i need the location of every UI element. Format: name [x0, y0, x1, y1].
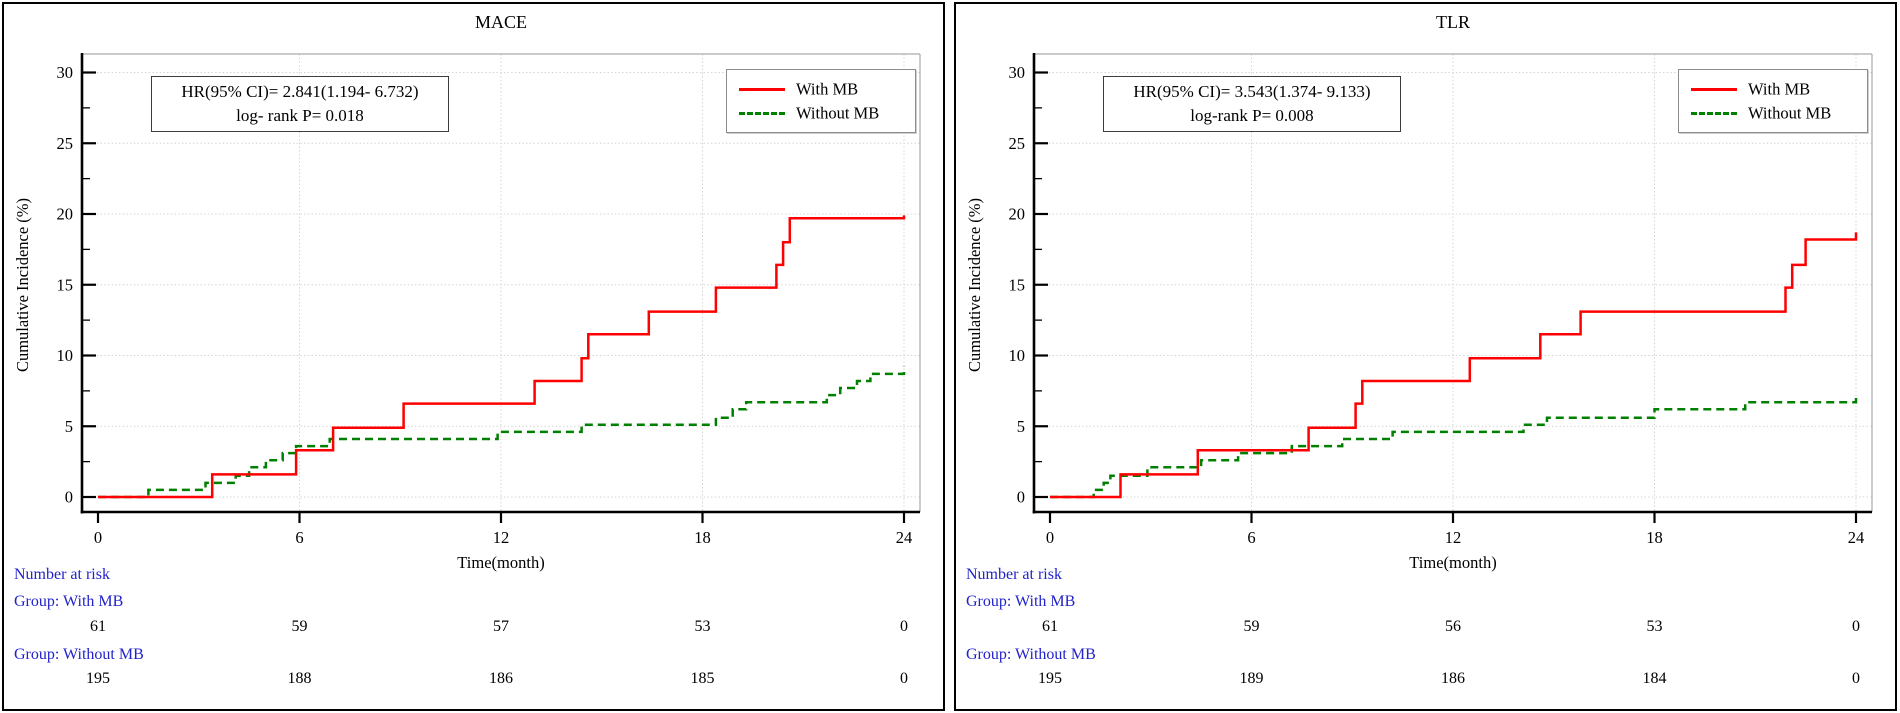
- y-tick-label: 5: [65, 417, 73, 436]
- without-mb-curve: [98, 366, 906, 499]
- y-tick-label: 15: [57, 275, 74, 294]
- risk-counts-with-mb: 61 59 56 53 0: [956, 618, 1895, 638]
- number-at-risk-heading: Number at risk: [966, 566, 1062, 583]
- legend-item-without-mb: Without MB: [739, 101, 915, 125]
- risk-count: 184: [1642, 670, 1667, 687]
- x-axis-label: Time(month): [457, 553, 545, 572]
- with-mb-curve: [98, 215, 906, 499]
- hr-annotation-box: HR(95% CI)= 3.543(1.374- 9.133) log-rank…: [1103, 76, 1401, 132]
- x-tick-label: 24: [896, 528, 913, 547]
- with-mb-curve: [1050, 232, 1858, 499]
- risk-counts-with-mb: 61 59 57 53 0: [4, 618, 943, 638]
- x-tick-label: 6: [295, 528, 303, 547]
- x-tick-label: 6: [1247, 528, 1255, 547]
- y-tick-label: 25: [57, 134, 74, 153]
- risk-count: 53: [694, 618, 711, 635]
- y-axis-label: Cumulative Incidence (%): [13, 197, 32, 373]
- risk-group-label-with-mb: Group: With MB: [14, 593, 124, 610]
- with-mb-line-swatch: [1691, 87, 1737, 91]
- risk-count: 0: [1852, 670, 1860, 687]
- legend-label-without-mb: Without MB: [796, 103, 880, 123]
- risk-count: 0: [900, 618, 908, 635]
- legend-item-with-mb: With MB: [739, 77, 915, 101]
- x-tick-label: 12: [1445, 528, 1462, 547]
- legend-box: With MB Without MB: [726, 69, 916, 133]
- risk-count: 186: [489, 670, 513, 687]
- risk-count: 195: [1038, 670, 1062, 687]
- risk-count: 0: [1852, 618, 1860, 635]
- y-tick-label: 30: [57, 63, 74, 82]
- hr-ci-text: HR(95% CI)= 3.543(1.374- 9.133): [1133, 82, 1371, 101]
- x-tick-label: 0: [1046, 528, 1054, 547]
- without-mb-curve: [1050, 397, 1858, 499]
- legend-item-without-mb: Without MB: [1691, 101, 1867, 125]
- risk-group-label-with-mb: Group: With MB: [966, 593, 1076, 610]
- risk-count: 185: [690, 670, 715, 687]
- km-plot-mace: 0 5 10 15 20 25 30 0 6 12 18 24: [57, 53, 921, 547]
- legend-label-with-mb: With MB: [796, 79, 859, 99]
- risk-count: 186: [1441, 670, 1465, 687]
- y-tick-label: 20: [57, 205, 74, 224]
- hr-annotation-box: HR(95% CI)= 2.841(1.194- 6.732) log- ran…: [151, 76, 449, 132]
- km-plot-tlr: 0 5 10 15 20 25 30 0 6 12 18 24: [1009, 53, 1873, 547]
- risk-count: 59: [1243, 618, 1260, 635]
- y-tick-label: 20: [1009, 205, 1026, 224]
- risk-count: 0: [900, 670, 908, 687]
- number-at-risk-heading: Number at risk: [14, 566, 110, 583]
- without-mb-line-swatch: [1691, 111, 1737, 115]
- x-tick-label: 18: [694, 528, 711, 547]
- risk-count: 61: [90, 618, 106, 635]
- y-axis-label: Cumulative Incidence (%): [965, 197, 984, 373]
- y-tick-label: 0: [1017, 488, 1025, 507]
- risk-count: 56: [1445, 618, 1461, 635]
- risk-count: 59: [291, 618, 308, 635]
- risk-count: 61: [1042, 618, 1058, 635]
- logrank-p-text: log-rank P= 0.008: [1190, 106, 1314, 125]
- y-tick-label: 30: [1009, 63, 1026, 82]
- panel-mace: 0 5 10 15 20 25 30 0 6 12 18 24 MACE Cumulative Inc…: [2, 2, 945, 711]
- logrank-p-text: log- rank P= 0.018: [236, 106, 364, 125]
- risk-count: 188: [287, 670, 312, 687]
- without-mb-line-swatch: [739, 111, 785, 115]
- risk-count: 57: [493, 618, 509, 635]
- hr-ci-text: HR(95% CI)= 2.841(1.194- 6.732): [181, 82, 419, 101]
- risk-count: 53: [1646, 618, 1663, 635]
- x-axis-label: Time(month): [1409, 553, 1497, 572]
- legend-label-with-mb: With MB: [1748, 79, 1811, 99]
- chart-title: TLR: [1436, 12, 1470, 32]
- risk-counts-without-mb: 195 188 186 185 0: [4, 670, 943, 690]
- y-tick-label: 15: [1009, 275, 1026, 294]
- y-tick-label: 0: [65, 488, 73, 507]
- y-tick-label: 25: [1009, 134, 1026, 153]
- legend-label-without-mb: Without MB: [1748, 103, 1832, 123]
- chart-title: MACE: [474, 12, 527, 32]
- y-tick-label: 5: [1017, 417, 1025, 436]
- y-tick-label: 10: [1009, 346, 1026, 365]
- risk-group-label-without-mb: Group: Without MB: [966, 646, 1096, 663]
- risk-group-label-without-mb: Group: Without MB: [14, 646, 144, 663]
- y-tick-label: 10: [57, 346, 74, 365]
- risk-counts-without-mb: 195 189 186 184 0: [956, 670, 1895, 690]
- x-tick-label: 0: [94, 528, 102, 547]
- x-tick-label: 18: [1646, 528, 1663, 547]
- legend-box: With MB Without MB: [1678, 69, 1868, 133]
- risk-count: 189: [1239, 670, 1264, 687]
- x-tick-label: 24: [1848, 528, 1865, 547]
- with-mb-line-swatch: [739, 87, 785, 91]
- panel-tlr: 0 5 10 15 20 25 30 0 6 12 18 24 TLR Cumulative Inci…: [954, 2, 1897, 711]
- risk-count: 195: [86, 670, 110, 687]
- legend-item-with-mb: With MB: [1691, 77, 1867, 101]
- x-tick-label: 12: [493, 528, 510, 547]
